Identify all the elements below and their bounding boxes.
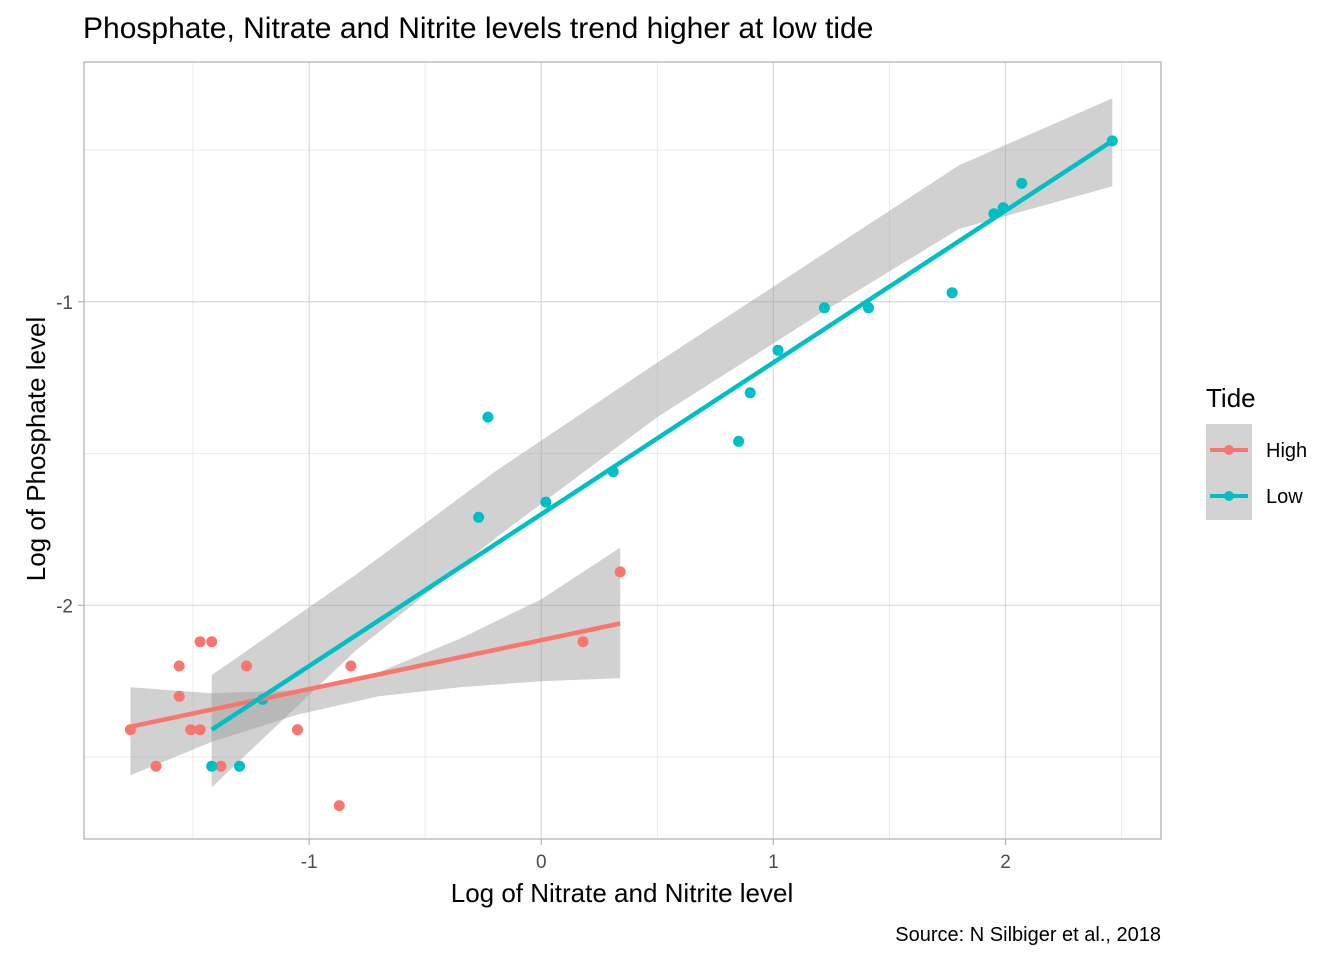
legend-label-high: High [1266, 440, 1307, 462]
confidence-band-high [130, 547, 621, 776]
data-point-low [540, 496, 552, 508]
data-point-low [473, 511, 485, 523]
legend-label-low: Low [1266, 486, 1303, 508]
data-point-high [173, 660, 185, 672]
data-point-high [150, 760, 162, 772]
x-axis-title: Log of Nitrate and Nitrite level [451, 878, 794, 908]
y-axis: -2 -1 [56, 293, 84, 617]
data-point-high [206, 636, 218, 648]
trend-line-low [210, 139, 1114, 732]
data-point-low [733, 435, 745, 447]
data-point-low [1016, 177, 1028, 189]
plot-panel [83, 61, 1162, 840]
data-point-high [185, 724, 197, 736]
data-point-high [241, 660, 252, 672]
panel-background [84, 62, 1161, 839]
data-point-low [946, 287, 958, 299]
data-point-high [292, 724, 303, 736]
data-point-low [482, 411, 494, 423]
data-point-high [215, 760, 227, 772]
data-point-high [577, 636, 589, 648]
data-point-high [614, 566, 626, 578]
y-axis-title: Log of Phosphate level [21, 317, 51, 582]
y-tick-label: -2 [56, 596, 73, 617]
data-point-low [818, 302, 830, 314]
data-point-high [194, 636, 206, 648]
x-tick-label: 2 [1000, 852, 1011, 873]
y-tick-label: -1 [56, 293, 73, 314]
data-point-high [333, 800, 345, 812]
data-point-low [863, 302, 874, 314]
legend-key-background [1206, 424, 1252, 520]
legend: Tide High Low [1206, 383, 1307, 520]
trend-line-high [129, 621, 621, 729]
x-axis: -1 0 1 2 [301, 839, 1011, 873]
confidence-band-low [211, 98, 1113, 788]
x-tick-label: 1 [768, 852, 779, 873]
panel-border [83, 61, 1162, 840]
legend-key-high-point [1224, 445, 1234, 455]
legend-key-low-point [1224, 491, 1234, 501]
data-point-high [194, 724, 206, 736]
data-point-low [772, 344, 784, 356]
x-tick-label: -1 [301, 852, 318, 873]
legend-title: Tide [1206, 383, 1256, 413]
chart-title: Phosphate, Nitrate and Nitrite levels tr… [83, 12, 873, 45]
data-point-low [744, 387, 756, 399]
data-point-low [206, 760, 218, 772]
chart-caption: Source: N Silbiger et al., 2018 [895, 924, 1161, 946]
data-point-low [234, 760, 245, 772]
x-tick-label: 0 [536, 852, 547, 873]
data-point-high [173, 690, 185, 702]
data-point-high [345, 660, 357, 672]
